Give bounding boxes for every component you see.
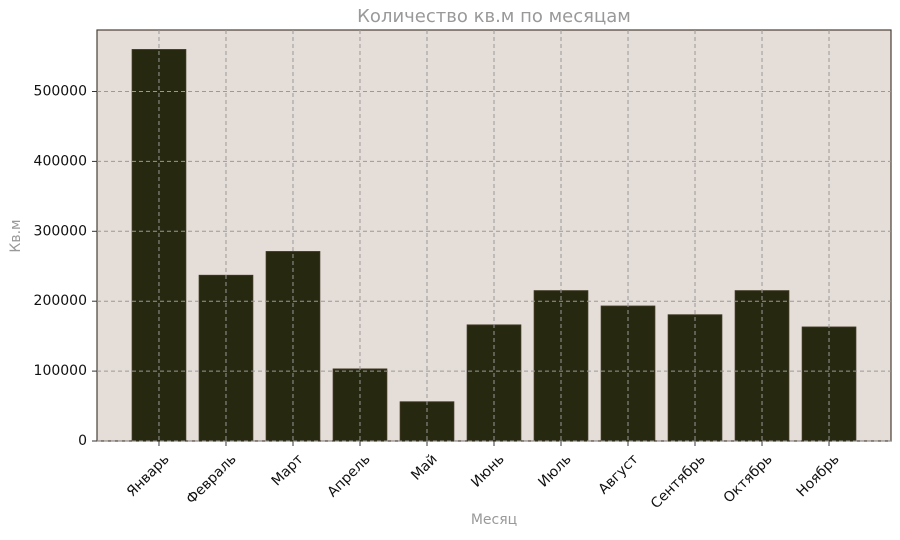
x-tick-label: Июль (535, 451, 574, 490)
bar (399, 401, 455, 442)
y-tick-label: 300000 (34, 223, 87, 239)
x-tick-label: Апрель (325, 451, 374, 500)
bar (667, 314, 723, 442)
x-tick-label: Январь (124, 451, 173, 500)
y-tick-label: 500000 (34, 84, 87, 100)
y-tick-label: 100000 (34, 363, 87, 379)
chart-title: Количество кв.м по месяцам (357, 6, 631, 27)
x-axis-label: Месяц (471, 512, 517, 528)
y-tick-label: 0 (78, 433, 87, 449)
x-tick-label: Август (595, 451, 641, 497)
x-tick-label: Март (269, 451, 307, 489)
x-tick-label: Ноябрь (794, 451, 843, 500)
x-tick-label: Сентябрь (648, 451, 709, 512)
x-tick-label: Октябрь (721, 451, 776, 506)
y-axis-label: Кв.м (8, 219, 24, 252)
grid (97, 30, 891, 442)
y-tick-label: 200000 (34, 293, 87, 309)
x-tick-label: Май (408, 451, 440, 483)
y-tick-label: 400000 (34, 153, 87, 169)
x-tick-label: Февраль (183, 451, 239, 507)
x-tick-label: Июнь (468, 451, 507, 490)
